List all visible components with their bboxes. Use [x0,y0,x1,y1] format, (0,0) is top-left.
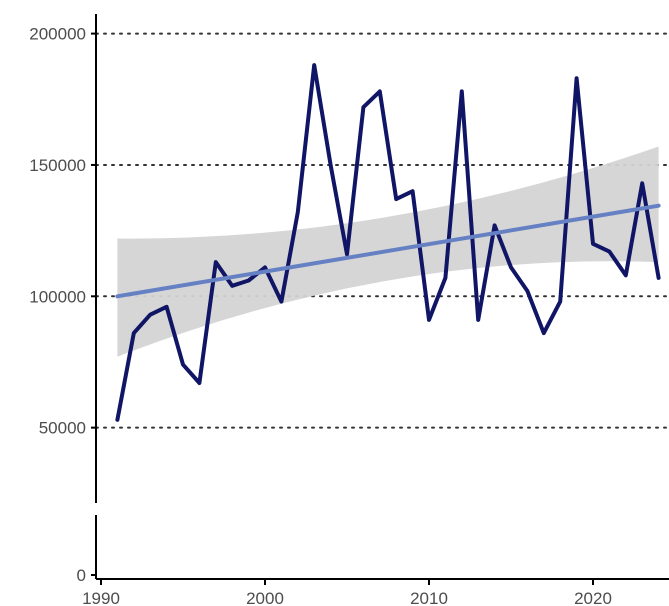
y-tick-label-100000: 100000 [29,287,86,306]
trend-line [115,203,661,299]
x-tick-label-2000: 2000 [246,589,284,606]
x-tick-label-2020: 2020 [574,589,612,606]
x-tick-label-1990: 1990 [82,589,120,606]
y-tick-label-50000: 50000 [39,419,86,438]
y-tick-label-200000: 200000 [29,25,86,44]
y-tick-label-0: 0 [77,566,86,585]
x-tick-label-2010: 2010 [410,589,448,606]
y-tick-label-150000: 150000 [29,156,86,175]
series-line [115,63,661,422]
